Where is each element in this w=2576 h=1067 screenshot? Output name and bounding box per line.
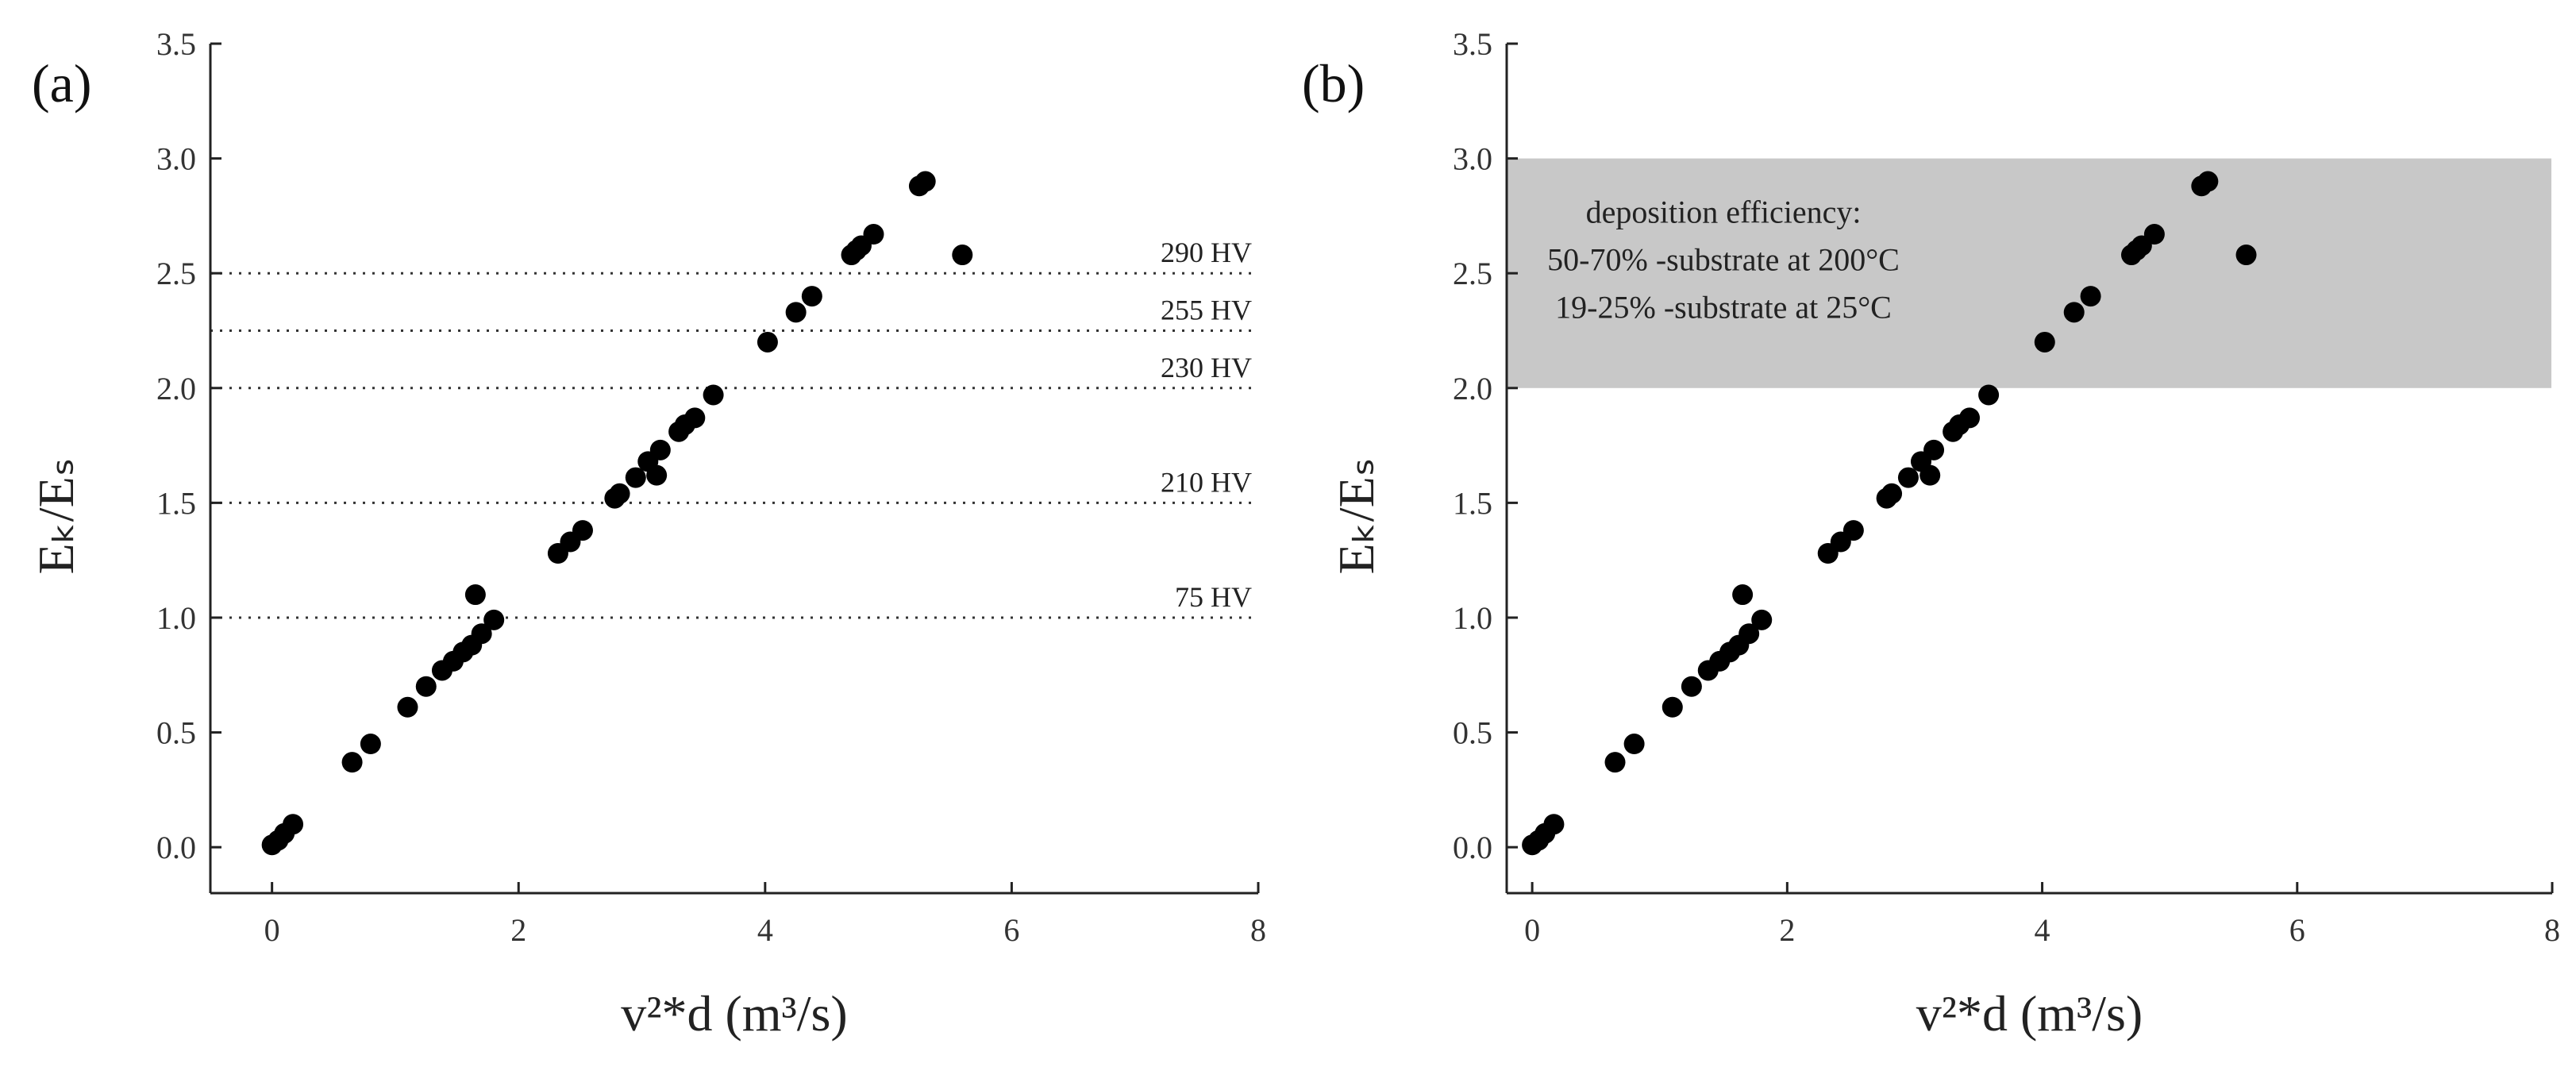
data-point — [1881, 483, 1903, 504]
data-point — [1604, 752, 1626, 773]
data-point — [1959, 407, 1981, 429]
data-point — [757, 331, 778, 352]
data-point — [1923, 439, 1945, 460]
data-point — [471, 623, 492, 645]
y-tick-label: 3.5 — [1453, 26, 1492, 62]
y-tick-label: 3.0 — [156, 141, 196, 177]
data-point — [609, 483, 630, 504]
data-point — [2197, 171, 2219, 192]
y-axis-label-group: Eₖ/Eₛ — [28, 457, 84, 574]
data-point — [464, 584, 486, 606]
data-point — [1739, 623, 1760, 645]
band-text-line: deposition efficiency: — [1586, 195, 1862, 230]
data-point — [684, 407, 706, 429]
y-tick-label: 3.0 — [1453, 141, 1492, 177]
data-point — [1751, 609, 1773, 630]
y-tick-label: 0.5 — [1453, 715, 1492, 751]
y-axis-label: Eₖ/Eₛ — [28, 457, 84, 574]
data-point — [863, 224, 884, 245]
reference-line-label: 290 HV — [1161, 237, 1252, 268]
data-point — [649, 439, 671, 460]
y-tick-label: 2.0 — [1453, 371, 1492, 406]
data-point — [785, 302, 807, 323]
data-point — [1543, 814, 1565, 835]
x-tick-label: 6 — [2289, 912, 2305, 948]
data-point — [360, 734, 381, 755]
data-point — [1897, 467, 1919, 488]
y-tick-label: 2.5 — [1453, 256, 1492, 291]
y-tick-label: 0.0 — [1453, 830, 1492, 865]
reference-line-label: 75 HV — [1175, 581, 1252, 613]
x-tick-label: 4 — [2035, 912, 2050, 948]
y-tick-label: 0.0 — [156, 830, 196, 865]
reference-line-label: 230 HV — [1161, 352, 1252, 383]
data-point — [952, 245, 973, 266]
data-point — [283, 814, 304, 835]
data-point — [397, 696, 418, 718]
y-tick-label: 1.5 — [156, 485, 196, 521]
x-axis-label: v²*d (m³/s) — [1916, 985, 2143, 1042]
data-point — [914, 171, 936, 192]
data-point — [801, 286, 822, 307]
x-tick-label: 0 — [264, 912, 280, 948]
y-axis-label: Eₖ/Eₛ — [1328, 457, 1384, 574]
reference-line-label: 255 HV — [1161, 294, 1252, 325]
reference-line-label: 210 HV — [1161, 466, 1252, 498]
data-point — [2235, 245, 2257, 266]
y-tick-label: 2.0 — [156, 371, 196, 406]
band-text-line: 50-70% -substrate at 200°C — [1547, 242, 1900, 278]
data-point — [1919, 464, 1941, 486]
data-point — [1623, 734, 1645, 755]
x-tick-label: 8 — [1250, 912, 1266, 948]
panel-label: (b) — [1302, 53, 1365, 114]
y-tick-label: 3.5 — [156, 26, 196, 62]
x-axis-label: v²*d (m³/s) — [621, 985, 847, 1042]
data-point — [2080, 286, 2101, 307]
data-point — [646, 464, 668, 486]
data-point — [1842, 520, 1864, 541]
panel-b: deposition efficiency: 50-70% -substrate … — [1302, 26, 2560, 1042]
x-tick-label: 6 — [1003, 912, 1019, 948]
data-point — [572, 520, 593, 541]
data-point — [483, 609, 505, 630]
panel-label: (a) — [32, 53, 91, 114]
data-point — [2034, 331, 2055, 352]
shaded-band — [1507, 158, 2551, 388]
data-point — [1978, 384, 2000, 406]
data-point — [2143, 224, 2165, 245]
data-point — [341, 752, 363, 773]
y-tick-label: 2.5 — [156, 256, 196, 291]
y-tick-label: 1.0 — [156, 600, 196, 636]
band-text-line: 19-25% -substrate at 25°C — [1555, 290, 1892, 325]
y-tick-label: 1.0 — [1453, 600, 1492, 636]
data-point — [1681, 676, 1702, 697]
y-tick-label: 1.5 — [1453, 485, 1492, 521]
x-tick-label: 2 — [510, 912, 526, 948]
data-point — [415, 676, 437, 697]
data-point — [1732, 584, 1754, 606]
data-point — [703, 384, 724, 406]
x-tick-label: 2 — [1779, 912, 1795, 948]
x-tick-label: 8 — [2544, 912, 2560, 948]
data-point — [2063, 302, 2085, 323]
x-tick-label: 4 — [757, 912, 773, 948]
x-tick-label: 0 — [1524, 912, 1540, 948]
y-tick-label: 0.5 — [156, 715, 196, 751]
panel-a: 290 HV 255 HV 230 HV 210 HV 75 HV 0.0 0.5 1.0 1.… — [28, 26, 1266, 1042]
data-point — [625, 467, 646, 488]
y-axis-label-group: Eₖ/Eₛ — [1328, 457, 1384, 574]
data-point — [1662, 696, 1683, 718]
